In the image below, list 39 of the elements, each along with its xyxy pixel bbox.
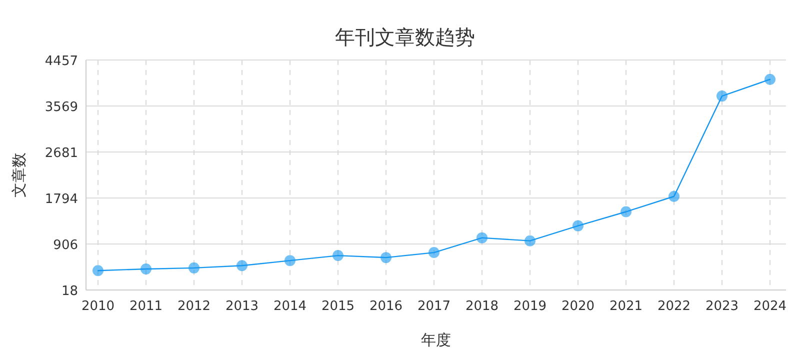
x-tick-label: 2020 <box>561 299 595 314</box>
point <box>92 265 104 276</box>
y-axis-title: 文章数 <box>10 152 28 198</box>
y-tick-label: 2681 <box>44 146 78 162</box>
point <box>188 262 200 274</box>
x-tick-label: 2024 <box>753 299 787 314</box>
point <box>764 74 776 85</box>
x-tick-label: 2014 <box>273 299 307 314</box>
point <box>332 250 344 262</box>
x-tick-label: 2010 <box>81 299 115 314</box>
x-tick-label: 2012 <box>177 299 211 314</box>
y-tick-label: 1794 <box>44 192 78 207</box>
y-tick-label: 3569 <box>44 100 78 116</box>
x-tick-label: 2017 <box>417 299 451 314</box>
point <box>380 252 392 264</box>
x-tick-label: 2015 <box>321 299 355 314</box>
point <box>716 90 728 102</box>
y-tick-label: 4457 <box>44 54 78 69</box>
y-tick-label: 18 <box>61 284 78 299</box>
point <box>572 220 584 232</box>
point <box>284 255 296 266</box>
y-tick-label: 906 <box>53 238 78 253</box>
point <box>620 206 632 218</box>
x-tick-label: 2018 <box>465 299 499 314</box>
x-tick-label: 2011 <box>129 299 163 314</box>
point <box>140 263 152 274</box>
point <box>428 247 440 258</box>
point <box>668 190 680 202</box>
x-tick-label: 2022 <box>657 299 691 314</box>
point <box>524 235 536 246</box>
point <box>236 260 248 272</box>
chart-title: 年刊文章数趋势 <box>335 25 475 49</box>
x-tick-label: 2013 <box>225 299 259 314</box>
x-tick-label: 2019 <box>513 299 547 314</box>
x-tick-label: 2023 <box>705 299 739 314</box>
point <box>476 232 488 244</box>
x-axis-title: 年度 <box>421 331 451 349</box>
x-tick-label: 2016 <box>369 299 403 314</box>
x-tick-label: 2021 <box>609 299 643 314</box>
